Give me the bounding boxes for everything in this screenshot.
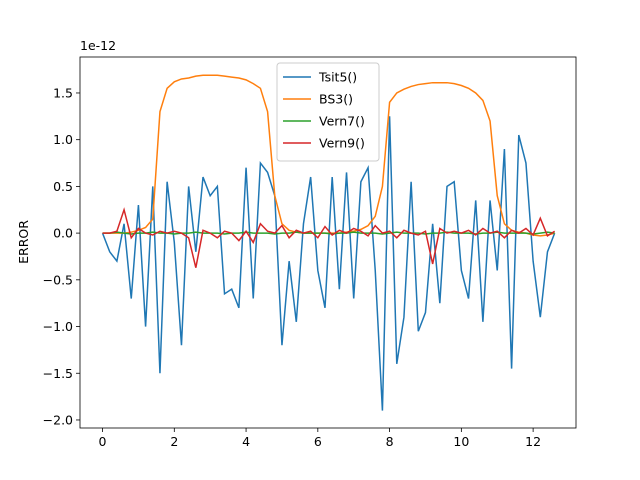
y-tick-label: 1.5 bbox=[53, 85, 73, 100]
y-axis-label: ERROR bbox=[16, 220, 31, 264]
y-tick-label: 0.0 bbox=[53, 226, 73, 241]
x-tick-label: 8 bbox=[386, 434, 394, 449]
axes-frame bbox=[79, 56, 577, 429]
x-tick-label: 6 bbox=[314, 434, 322, 449]
y-tick-label: −1.0 bbox=[43, 319, 73, 334]
y-tick-label: 1.0 bbox=[53, 132, 73, 147]
y-tick-label: −2.0 bbox=[43, 412, 73, 427]
series-line bbox=[102, 231, 555, 235]
x-tick-label: 4 bbox=[242, 434, 250, 449]
x-tick-label: 2 bbox=[170, 434, 178, 449]
offset-label: 1e-12 bbox=[80, 38, 116, 53]
x-tick-label: 12 bbox=[525, 434, 541, 449]
legend-label: BS3() bbox=[319, 92, 353, 107]
x-tick-label: 10 bbox=[453, 434, 469, 449]
y-tick-label: 0.5 bbox=[53, 179, 73, 194]
y-tick-label: −1.5 bbox=[43, 366, 73, 381]
series-line bbox=[102, 207, 556, 268]
series-line bbox=[101, 116, 556, 411]
legend-label: Tsit5() bbox=[318, 70, 357, 85]
y-tick-label: −0.5 bbox=[43, 272, 73, 287]
legend-label: Vern7() bbox=[319, 114, 365, 129]
legend-label: Vern9() bbox=[319, 136, 365, 151]
x-tick-label: 0 bbox=[99, 434, 107, 449]
legend-box bbox=[276, 62, 380, 162]
